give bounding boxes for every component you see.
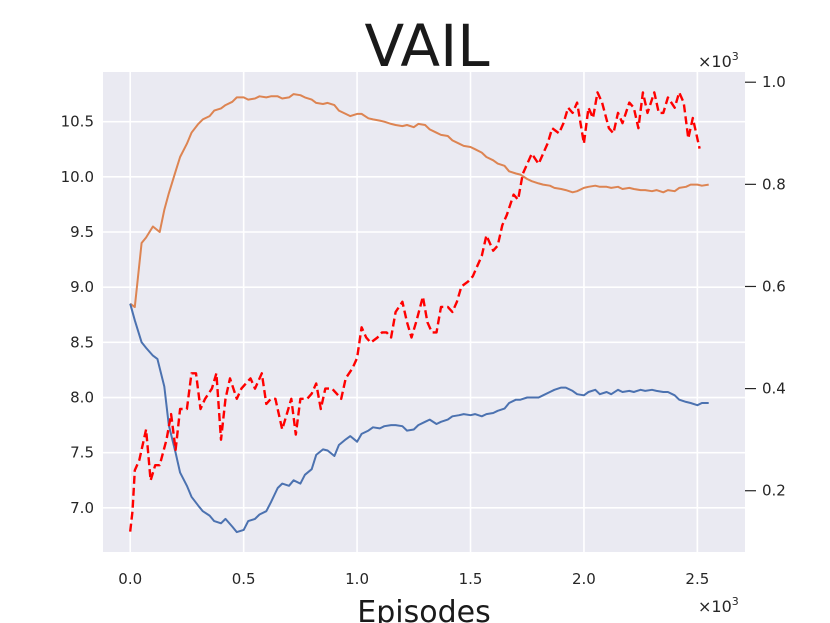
y-left-tick-label: 9.0: [70, 278, 94, 296]
series-line-1: [129, 93, 709, 308]
x-tick-label: 2.5: [685, 570, 709, 588]
x-tick-label: 2.0: [572, 570, 596, 588]
right-axis-multiplier: ×103: [698, 50, 739, 71]
y-right-tick-label: 0.6: [762, 277, 786, 295]
x-tick-label: 0.0: [118, 570, 142, 588]
y-left-tick-label: 8.0: [70, 389, 94, 407]
x-axis-multiplier: ×103: [698, 595, 739, 616]
x-tick-label: 0.5: [232, 570, 256, 588]
series-line-2: [129, 303, 709, 534]
y-right-tick-label: 0.2: [762, 482, 786, 500]
y-left-tick-label: 10.0: [61, 168, 94, 186]
y-left-tick-label: 10.5: [61, 113, 94, 131]
series-layer: [129, 91, 709, 534]
y-left-tick-label: 7.0: [70, 499, 94, 517]
y-left-tick-label: 8.5: [70, 333, 94, 351]
series-line-3: [129, 91, 701, 532]
x-tick-label: 1.5: [459, 570, 483, 588]
x-axis-label: Episodes: [357, 595, 490, 623]
plot-area: [103, 72, 745, 552]
axes-layer: 0.0 0.5 1.0 1.5 2.0 2.5 7.0 7.5 8.0 8.5 9.0 9.5 10.0…: [61, 73, 786, 588]
y-right-tick-label: 1.0: [762, 73, 786, 91]
y-right-tick-label: 0.8: [762, 175, 786, 193]
chart-title: VAIL: [364, 12, 489, 80]
x-tick-label: 1.0: [345, 570, 369, 588]
y-right-tick-label: 0.4: [762, 380, 786, 398]
y-left-tick-label: 7.5: [70, 444, 94, 462]
y-left-tick-label: 9.5: [70, 223, 94, 241]
